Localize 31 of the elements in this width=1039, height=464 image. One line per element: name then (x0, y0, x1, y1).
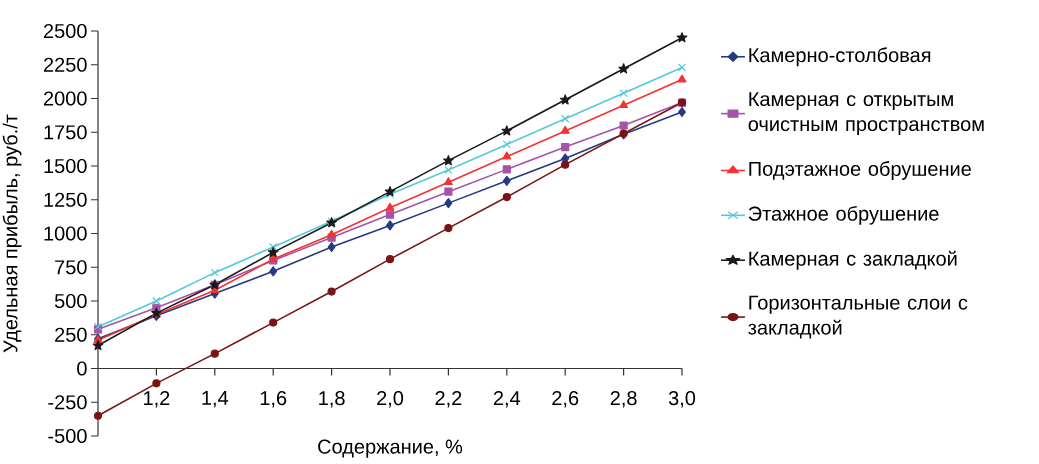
x-tick-label: 1,8 (319, 391, 345, 408)
legend-label: Этажное обрушение (748, 205, 939, 225)
y-tick-label: 250 (55, 327, 87, 342)
x-tick-label: 2,2 (435, 391, 462, 408)
legend-label: Камерная с открытым очистным пространством (748, 92, 984, 136)
y-axis-title: Удельная прибыль, руб./т (2, 114, 22, 353)
y-tick-label: -250 (48, 395, 87, 410)
y-tick-label: -500 (48, 428, 87, 444)
y-tick-label: 0 (77, 361, 87, 376)
y-tick-label: 1750 (44, 125, 87, 140)
y-tick-label: 500 (54, 293, 87, 309)
x-axis-title: Содержание, % (318, 439, 463, 458)
y-tick-label: 1500 (44, 158, 87, 174)
x-tick-label: 2,8 (610, 391, 637, 408)
y-tick-label: 1250 (44, 192, 87, 207)
x-tick-label: 2,4 (493, 391, 521, 408)
x-tick-label: 2,0 (377, 391, 404, 408)
x-tick-label: 2,6 (552, 391, 579, 408)
y-tick-label: 2250 (43, 57, 87, 72)
y-tick-label: 2500 (43, 23, 87, 39)
legend-label: Горизонтальные слои с закладкой (748, 295, 968, 339)
legend-label: Камерная с закладкой (749, 250, 957, 270)
y-tick-label: 2000 (43, 91, 87, 106)
x-tick-label: 3,0 (668, 391, 696, 408)
legend-label: Подэтажное обрушение (749, 161, 971, 180)
x-tick-label: 1,6 (260, 391, 287, 408)
legend-label: Камерно-столбовая (749, 47, 931, 67)
x-tick-label: 1,2 (144, 391, 170, 408)
x-tick-label: 1,4 (202, 391, 229, 408)
y-tick-label: 750 (55, 260, 87, 275)
y-tick-label: 1000 (44, 226, 87, 241)
